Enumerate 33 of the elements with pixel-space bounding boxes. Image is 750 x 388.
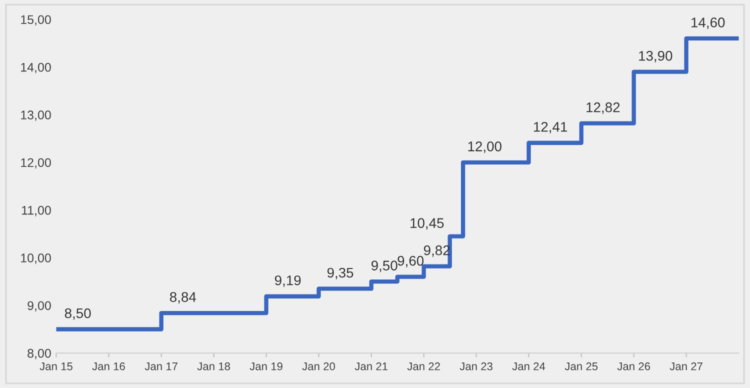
x-tick-label: Jan 25	[564, 362, 598, 370]
data-label: 9,60	[398, 256, 424, 268]
y-tick-label: 12,00	[21, 158, 51, 169]
data-label: 12,41	[534, 122, 568, 134]
y-tick-label: 8,00	[28, 348, 51, 360]
data-label: 10,45	[410, 218, 444, 230]
x-tick-label: Jan 18	[197, 362, 230, 370]
x-tick-label: Jan 15	[40, 362, 72, 370]
x-tick-label: Jan 17	[144, 362, 178, 370]
x-tick-label: Jan 20	[302, 362, 335, 370]
x-tick-label: Jan 23	[460, 362, 492, 370]
y-tick-label: 13,00	[21, 110, 51, 121]
data-label: 8,84	[170, 292, 196, 304]
x-tick-label: Jan 24	[512, 362, 546, 370]
data-label: 9,35	[327, 268, 354, 280]
x-tick-label: Jan 22	[407, 362, 440, 370]
y-tick-label: 11,00	[22, 206, 51, 216]
x-tick-label: Jan 26	[617, 362, 650, 370]
data-label: 8,50	[64, 308, 91, 320]
x-tick-label: Jan 21	[354, 362, 388, 370]
y-tick-label: 10,00	[21, 254, 51, 264]
x-tick-label: Jan 27	[670, 362, 702, 370]
data-label: 13,90	[639, 50, 672, 62]
x-tick-label: Jan 19	[250, 362, 282, 370]
y-tick-label: 15,00	[21, 15, 51, 26]
data-label: 12,00	[468, 141, 502, 153]
data-label: 14,60	[692, 18, 725, 30]
y-tick-label: 9,00	[28, 301, 51, 312]
data-label: 12,82	[586, 102, 620, 114]
data-label: 9,50	[371, 260, 398, 272]
y-tick-label: 14,00	[21, 62, 51, 74]
data-label: 9,19	[274, 275, 301, 287]
x-tick-label: Jan 16	[92, 362, 125, 370]
